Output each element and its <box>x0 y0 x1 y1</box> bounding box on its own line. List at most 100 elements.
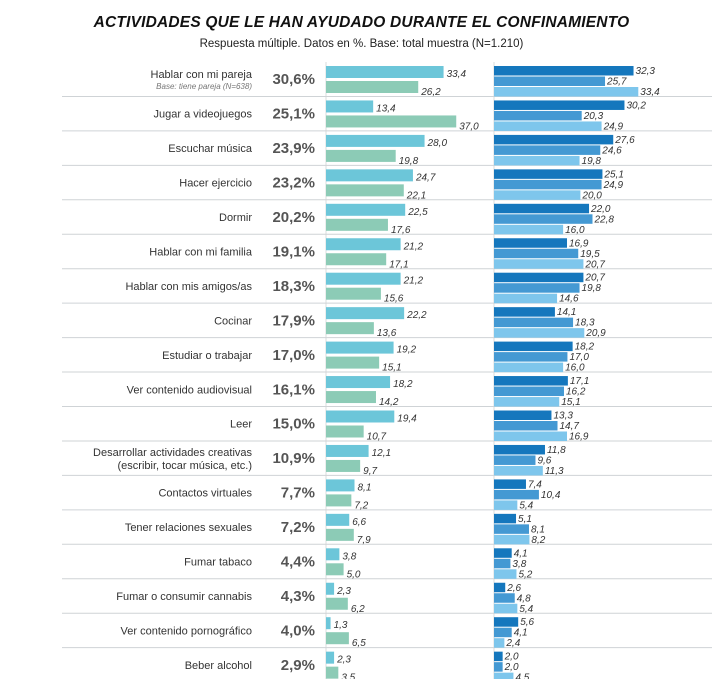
right-bar <box>494 479 526 489</box>
right-bar-label: 24,9 <box>603 121 624 132</box>
right-bar <box>494 455 536 465</box>
right-bar-label: 20,9 <box>585 328 606 339</box>
right-bar <box>494 638 505 648</box>
right-bar <box>494 76 606 86</box>
right-bar-label: 22,0 <box>590 204 611 215</box>
right-bar-label: 8,2 <box>531 535 545 546</box>
left-bar <box>326 81 419 93</box>
right-bar-label: 10,4 <box>541 490 561 501</box>
right-bar <box>494 569 517 579</box>
left-bar-label: 8,1 <box>358 482 372 493</box>
right-bar <box>494 169 603 179</box>
total-percentage: 2,9% <box>281 657 315 674</box>
left-bar <box>326 149 396 162</box>
total-percentage: 18,3% <box>272 278 315 295</box>
category-label: Fumar o consumir cannabis <box>116 591 252 603</box>
chart-subtitle: Respuesta múltiple. Datos en %. Base: to… <box>199 38 524 50</box>
right-bar-label: 4,1 <box>514 548 528 559</box>
right-bar-label: 14,1 <box>557 307 576 318</box>
left-bar-label: 6,5 <box>352 638 366 649</box>
total-percentage: 19,1% <box>272 243 315 260</box>
left-bar <box>326 513 350 526</box>
left-bar-label: 10,7 <box>367 432 387 443</box>
total-percentage: 23,2% <box>272 175 315 192</box>
right-bar <box>494 283 580 293</box>
left-bar-label: 13,4 <box>376 103 396 114</box>
left-bar-label: 22,5 <box>407 207 428 218</box>
left-bar <box>326 548 340 561</box>
right-bar-label: 16,2 <box>566 387 586 398</box>
right-bar <box>494 489 539 500</box>
right-bar <box>494 341 573 352</box>
left-bar <box>326 617 331 630</box>
left-bar-label: 33,4 <box>447 69 467 80</box>
right-bar-label: 4,8 <box>517 593 531 604</box>
right-bar <box>494 376 568 386</box>
left-bar-label: 19,4 <box>397 414 417 425</box>
right-bar <box>494 662 503 672</box>
left-bar-label: 21,2 <box>403 276 424 287</box>
left-bar <box>326 184 404 197</box>
category-label: Ver contenido pornográfico <box>121 625 252 637</box>
right-bar <box>494 248 579 259</box>
right-bar-label: 22,8 <box>593 214 614 225</box>
right-bar-label: 14,6 <box>559 294 579 305</box>
right-bar <box>494 593 515 603</box>
right-bar <box>494 238 568 248</box>
right-bar <box>494 190 581 200</box>
right-bar <box>494 179 602 190</box>
total-percentage: 23,9% <box>272 140 315 157</box>
left-bar <box>326 134 425 147</box>
right-bar-label: 16,0 <box>565 363 585 374</box>
left-bar-label: 15,6 <box>384 294 404 305</box>
left-bar <box>326 597 348 610</box>
right-bar-label: 14,7 <box>560 421 580 432</box>
right-bar-label: 33,4 <box>640 87 660 98</box>
right-bar-label: 5,1 <box>518 514 532 525</box>
right-bar-label: 16,0 <box>565 225 585 236</box>
left-bar <box>326 563 344 576</box>
left-bar <box>326 356 380 369</box>
right-bar-label: 19,8 <box>582 156 602 167</box>
right-bar-label: 19,5 <box>580 249 600 260</box>
right-bar-label: 4,5 <box>515 673 529 679</box>
left-bar <box>326 494 352 507</box>
right-bar <box>494 293 558 304</box>
right-bar <box>494 110 582 121</box>
right-bar <box>494 100 625 110</box>
total-percentage: 7,7% <box>281 485 315 502</box>
right-bar <box>494 500 518 510</box>
left-bar-label: 17,6 <box>391 225 411 236</box>
left-bar-label: 15,1 <box>382 363 401 374</box>
left-bar-label: 18,2 <box>393 379 413 390</box>
left-bar-label: 26,2 <box>420 87 441 98</box>
left-bar-label: 28,0 <box>427 138 448 149</box>
right-bar <box>494 558 511 569</box>
total-percentage: 25,1% <box>272 106 315 123</box>
right-bar-label: 25,1 <box>603 169 623 180</box>
total-percentage: 4,3% <box>281 588 315 605</box>
left-bar-label: 1,3 <box>334 620 348 631</box>
left-bar-label: 37,0 <box>459 121 479 132</box>
right-bar-label: 20,7 <box>584 259 605 270</box>
category-label: Contactos virtuales <box>158 488 252 500</box>
left-bar-label: 3,8 <box>342 551 356 562</box>
category-label: Estudiar o trabajar <box>162 350 252 362</box>
right-bar <box>494 328 585 338</box>
right-bar-label: 3,8 <box>512 559 526 570</box>
category-label: Leer <box>230 419 252 431</box>
right-bar-label: 30,2 <box>626 100 646 111</box>
right-bar-label: 25,7 <box>606 77 627 88</box>
right-bar <box>494 307 555 317</box>
right-bar-label: 8,1 <box>531 524 545 535</box>
right-bar-label: 20,3 <box>583 111 604 122</box>
total-percentage: 15,0% <box>272 416 315 433</box>
right-bar-label: 5,6 <box>520 617 534 628</box>
left-bar <box>326 169 413 182</box>
right-bar <box>494 352 568 362</box>
right-bar-label: 2,0 <box>504 652 519 663</box>
left-bar <box>326 632 349 645</box>
right-bar-label: 20,0 <box>581 190 602 201</box>
right-bar-label: 17,1 <box>570 376 589 387</box>
right-bar-label: 4,1 <box>514 628 528 639</box>
